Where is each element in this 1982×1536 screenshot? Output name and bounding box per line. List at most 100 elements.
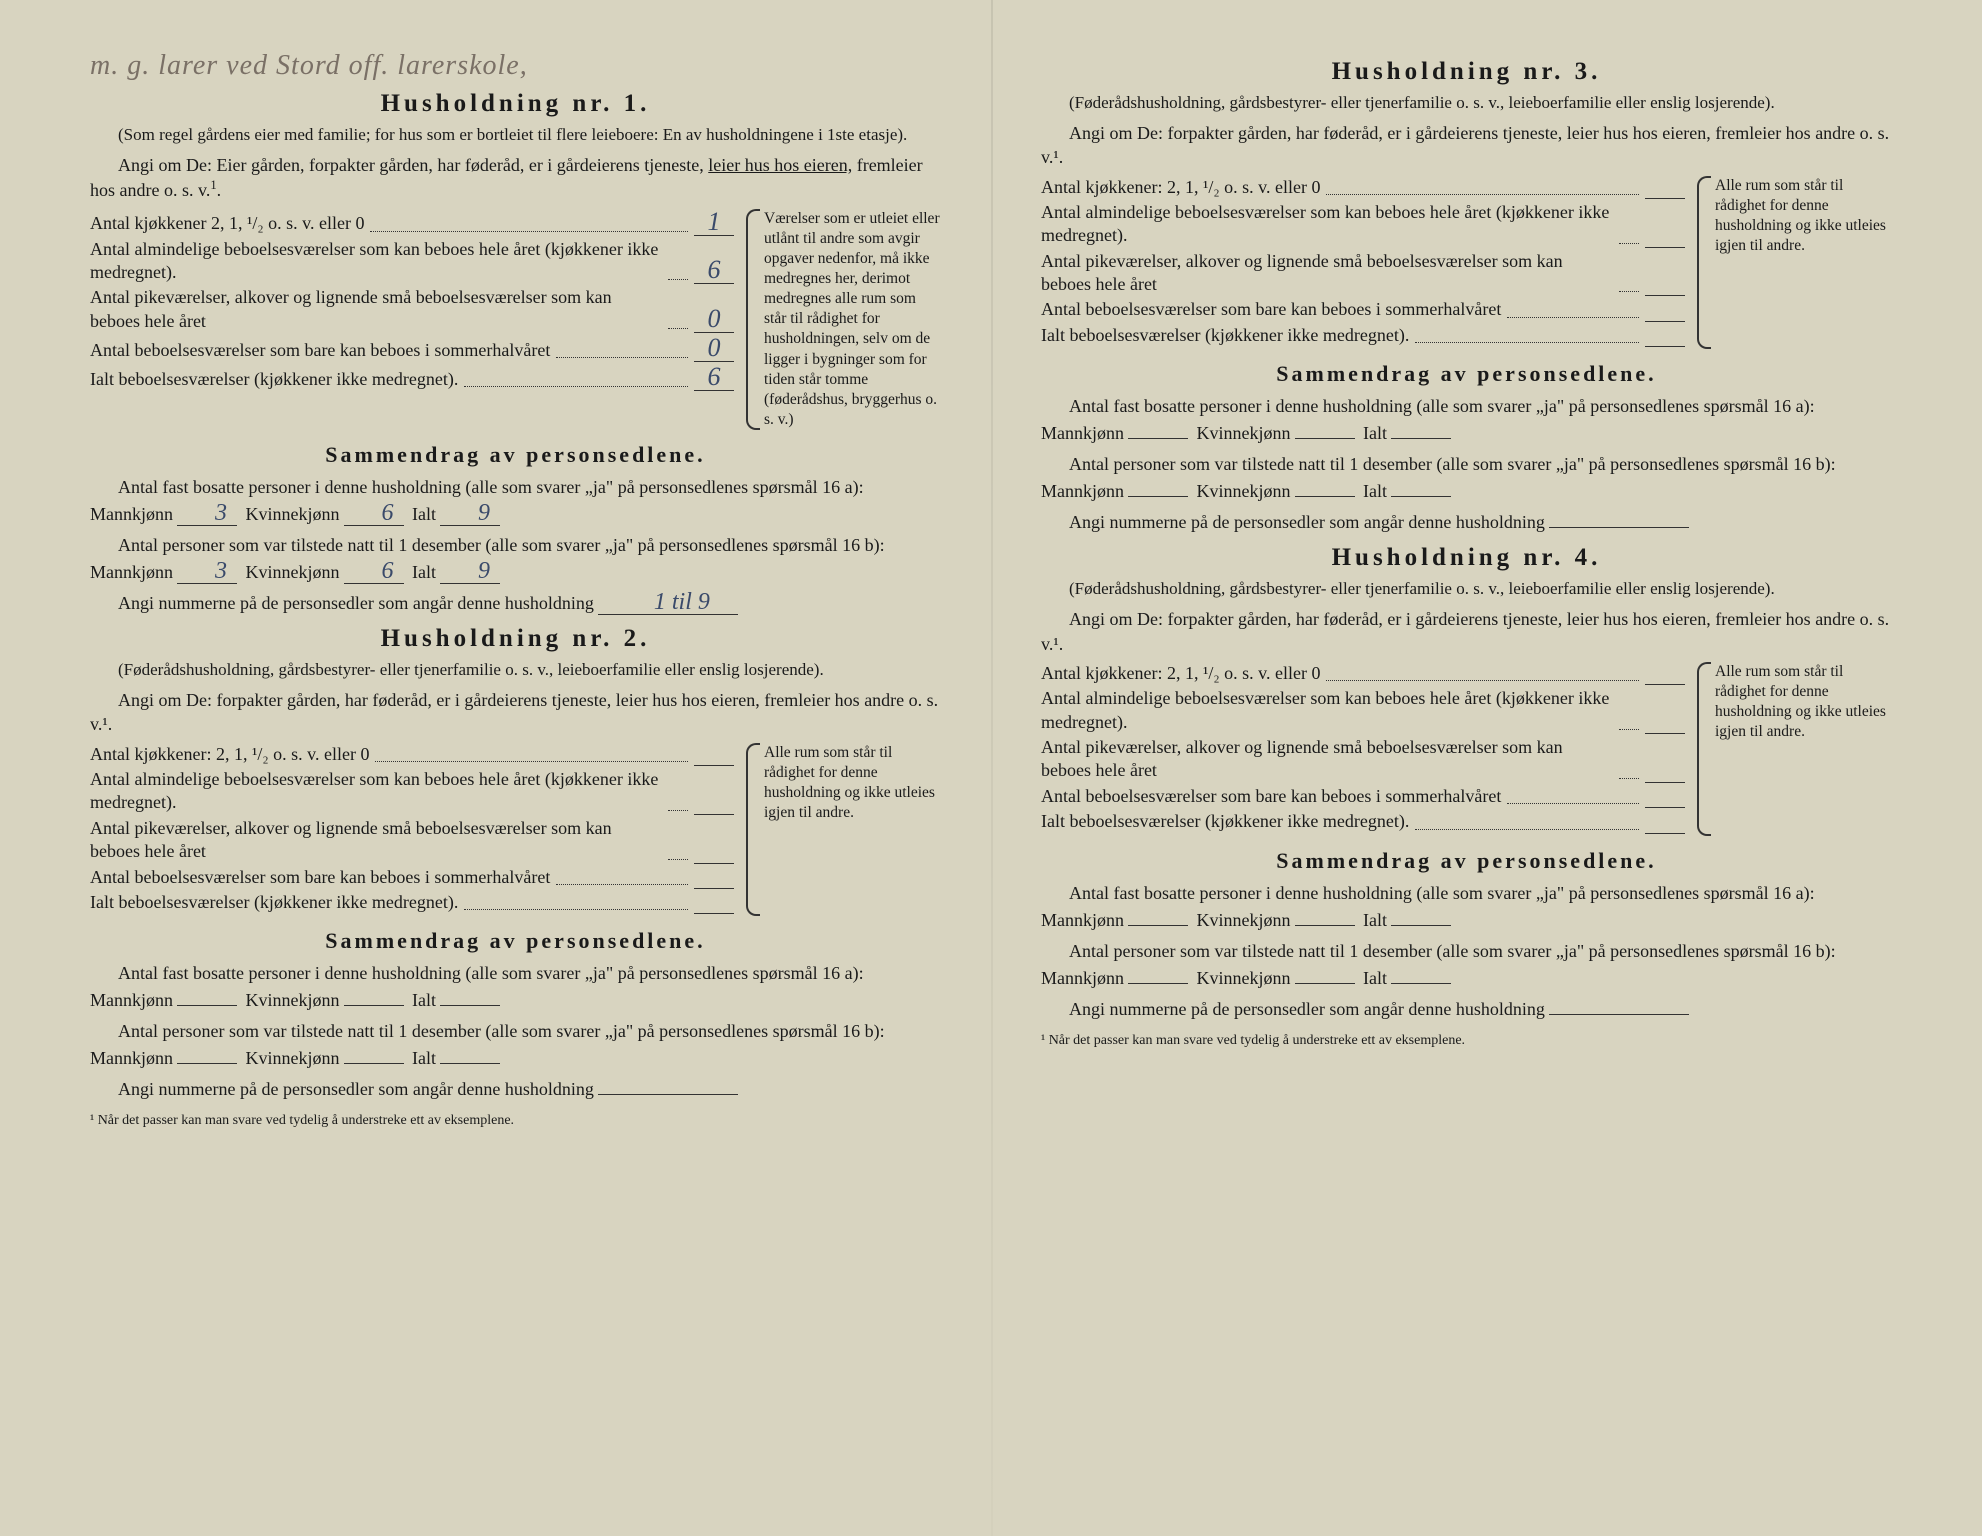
brace-note: Alle rum som står til rådighet for denne… xyxy=(746,743,941,917)
row-value[interactable] xyxy=(1645,684,1685,685)
mann-a[interactable] xyxy=(1128,925,1188,926)
row-value[interactable] xyxy=(1645,346,1685,347)
row-value[interactable]: 0 xyxy=(694,335,734,362)
nummer-line: Angi nummerne på de personsedler som ang… xyxy=(1041,509,1892,536)
row-value[interactable] xyxy=(694,913,734,914)
summary-b: Antal personer som var tilstede natt til… xyxy=(1041,451,1892,505)
row-value[interactable] xyxy=(1645,733,1685,734)
summary-title: Sammendrag av personsedlene. xyxy=(90,442,941,468)
ialt-b[interactable]: 9 xyxy=(440,559,500,584)
kvinne-b[interactable] xyxy=(1295,496,1355,497)
row-value[interactable] xyxy=(694,765,734,766)
mann-a[interactable] xyxy=(1128,438,1188,439)
footnote: ¹ Når det passer kan man svare ved tydel… xyxy=(1041,1033,1892,1049)
mann-b[interactable] xyxy=(1128,496,1188,497)
row-label: Antal beboelsesværelser som bare kan beb… xyxy=(1041,785,1501,808)
angi-om: Angi om De: forpakter gården, har føderå… xyxy=(90,688,941,737)
form-row: Antal pikeværelser, alkover og lignende … xyxy=(1041,736,1685,783)
preamble-note: (Føderådshusholdning, gårdsbestyrer- ell… xyxy=(1041,578,1892,601)
mann-b[interactable] xyxy=(177,1063,237,1064)
row-label: Antal beboelsesværelser som bare kan beb… xyxy=(90,339,550,362)
row-value[interactable]: 6 xyxy=(694,364,734,391)
dots xyxy=(556,884,688,885)
ialt-b[interactable] xyxy=(1391,496,1451,497)
household-4: Husholdning nr. 4. (Føderådshusholdning,… xyxy=(1041,544,1892,1048)
form-row: Antal pikeværelser, alkover og lignende … xyxy=(1041,250,1685,297)
rows-block: Antal kjøkkener: 2, 1, ¹/₂ o. s. v. elle… xyxy=(1041,662,1685,836)
dots xyxy=(668,810,688,811)
row-value[interactable]: 1 xyxy=(694,209,734,236)
nummer-value[interactable] xyxy=(1549,527,1689,528)
row-value[interactable]: 6 xyxy=(694,257,734,284)
row-value[interactable] xyxy=(694,888,734,889)
summary-b: Antal personer som var tilstede natt til… xyxy=(1041,938,1892,992)
row-label: Antal pikeværelser, alkover og lignende … xyxy=(90,817,662,864)
ialt-a[interactable] xyxy=(440,1005,500,1006)
ialt-a[interactable]: 9 xyxy=(440,501,500,526)
dots xyxy=(1619,243,1639,244)
row-label: Antal almindelige beboelsesværelser som … xyxy=(1041,687,1613,734)
row-label: Antal kjøkkener: 2, 1, ¹/₂ o. s. v. elle… xyxy=(1041,176,1320,199)
kvinne-a[interactable] xyxy=(1295,438,1355,439)
row-label: Antal almindelige beboelsesværelser som … xyxy=(1041,201,1613,248)
form-row: Antal almindelige beboelsesværelser som … xyxy=(90,238,734,285)
kvinne-a[interactable] xyxy=(1295,925,1355,926)
handwritten-note: m. g. larer ved Stord off. larerskole, xyxy=(90,50,941,82)
row-label: Ialt beboelsesværelser (kjøkkener ikke m… xyxy=(1041,810,1409,833)
nummer-value[interactable]: 1 til 9 xyxy=(598,590,738,615)
kvinne-a[interactable]: 6 xyxy=(344,501,404,526)
brace-note: Værelser som er utleiet eller utlånt til… xyxy=(746,209,941,431)
row-label: Antal beboelsesværelser som bare kan beb… xyxy=(1041,298,1501,321)
brace-note: Alle rum som står til rådighet for denne… xyxy=(1697,662,1892,836)
summary-a: Antal fast bosatte personer i denne hush… xyxy=(1041,880,1892,934)
row-value[interactable] xyxy=(1645,247,1685,248)
angi-om: Angi om De: forpakter gården, har føderå… xyxy=(1041,607,1892,656)
household-title: Husholdning nr. 4. xyxy=(1041,544,1892,572)
row-label: Antal pikeværelser, alkover og lignende … xyxy=(1041,736,1613,783)
row-value[interactable] xyxy=(1645,807,1685,808)
ialt-a[interactable] xyxy=(1391,438,1451,439)
form-row: Ialt beboelsesværelser (kjøkkener ikke m… xyxy=(1041,810,1685,833)
dots xyxy=(1326,680,1639,681)
row-value[interactable] xyxy=(1645,321,1685,322)
brace-note: Alle rum som står til rådighet for denne… xyxy=(1697,176,1892,350)
row-value[interactable] xyxy=(1645,833,1685,834)
row-value[interactable] xyxy=(1645,295,1685,296)
nummer-value[interactable] xyxy=(1549,1014,1689,1015)
form-row: Ialt beboelsesværelser (kjøkkener ikke m… xyxy=(90,891,734,914)
ialt-a[interactable] xyxy=(1391,925,1451,926)
page-fold xyxy=(991,0,993,1536)
form-row: Antal beboelsesværelser som bare kan beb… xyxy=(1041,785,1685,808)
form-row: Antal almindelige beboelsesværelser som … xyxy=(1041,201,1685,248)
angi-om: Angi om De: Eier gården, forpakter gårde… xyxy=(90,153,941,203)
row-label: Antal kjøkkener: 2, 1, ¹/₂ o. s. v. elle… xyxy=(90,743,369,766)
mann-b[interactable]: 3 xyxy=(177,559,237,584)
row-value[interactable]: 0 xyxy=(694,306,734,333)
summary-title: Sammendrag av personsedlene. xyxy=(90,928,941,954)
form-row: Antal pikeværelser, alkover og lignende … xyxy=(90,286,734,333)
ialt-b[interactable] xyxy=(440,1063,500,1064)
row-value[interactable] xyxy=(694,863,734,864)
kvinne-b[interactable] xyxy=(1295,983,1355,984)
kvinne-a[interactable] xyxy=(344,1005,404,1006)
row-label: Ialt beboelsesværelser (kjøkkener ikke m… xyxy=(1041,324,1409,347)
row-value[interactable] xyxy=(1645,198,1685,199)
row-value[interactable] xyxy=(1645,782,1685,783)
kvinne-b[interactable]: 6 xyxy=(344,559,404,584)
dots xyxy=(375,761,688,762)
form-row: Antal kjøkkener: 2, 1, ¹/₂ o. s. v. elle… xyxy=(1041,176,1685,199)
household-1: Husholdning nr. 1. (Som regel gårdens ei… xyxy=(90,90,941,617)
mann-a[interactable] xyxy=(177,1005,237,1006)
mann-b[interactable] xyxy=(1128,983,1188,984)
rows-block: Antal kjøkkener 2, 1, ¹/₂ o. s. v. eller… xyxy=(90,209,734,431)
nummer-value[interactable] xyxy=(598,1094,738,1095)
ialt-b[interactable] xyxy=(1391,983,1451,984)
form-row: Ialt beboelsesværelser (kjøkkener ikke m… xyxy=(90,364,734,391)
mann-a[interactable]: 3 xyxy=(177,501,237,526)
row-label: Antal pikeværelser, alkover og lignende … xyxy=(1041,250,1613,297)
row-value[interactable] xyxy=(694,814,734,815)
form-row: Antal pikeværelser, alkover og lignende … xyxy=(90,817,734,864)
form-row: Antal kjøkkener 2, 1, ¹/₂ o. s. v. eller… xyxy=(90,209,734,236)
kvinne-b[interactable] xyxy=(344,1063,404,1064)
summary-b: Antal personer som var tilstede natt til… xyxy=(90,532,941,586)
